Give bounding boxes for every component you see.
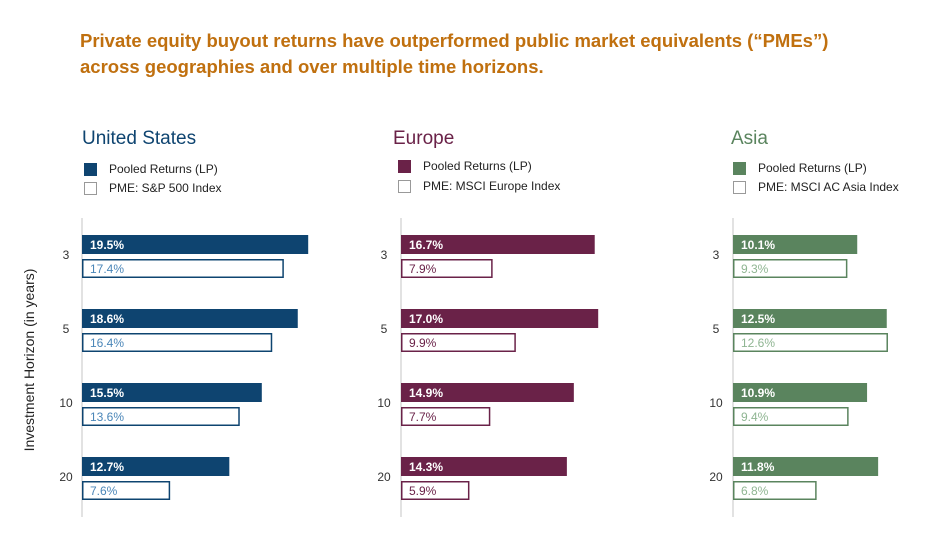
bar-pme [733, 407, 849, 426]
bar-pme [401, 333, 516, 352]
bar-pme [82, 407, 240, 426]
bar-lp [733, 235, 858, 254]
data-label-lp: 18.6% [90, 312, 124, 326]
data-label-pme: 9.9% [409, 336, 437, 350]
data-label-pme: 17.4% [90, 262, 124, 276]
y-tick-label: 5 [63, 322, 70, 336]
y-tick-label: 3 [63, 248, 70, 262]
data-label-pme: 7.6% [90, 484, 118, 498]
data-label-lp: 10.1% [741, 238, 775, 252]
legend-label: PME: MSCI AC Asia Index [758, 180, 899, 194]
legend-label: PME: MSCI Europe Index [423, 179, 561, 193]
legend-item-pme: PME: MSCI Europe Index [398, 179, 560, 193]
data-label-lp: 12.5% [741, 312, 775, 326]
data-label-lp: 10.9% [741, 386, 775, 400]
panel-title: United States [82, 128, 197, 149]
panel-title: Europe [393, 128, 455, 149]
panel-europe: Europe Pooled Returns (LP) PME: MSCI Eur… [393, 125, 673, 525]
bar-lp [82, 457, 230, 476]
legend-label: PME: S&P 500 Index [109, 181, 222, 195]
bar-pme [401, 481, 470, 500]
bar-pme [82, 259, 284, 278]
data-label-pme: 12.6% [741, 336, 775, 350]
bar-lp [401, 235, 595, 254]
y-tick-label: 20 [709, 470, 723, 484]
bar-pme [733, 481, 817, 500]
bar-lp [401, 383, 574, 402]
data-label-pme: 9.3% [741, 262, 769, 276]
bar-pme [82, 333, 273, 352]
y-tick-label: 5 [713, 322, 720, 336]
bar-pme [401, 259, 493, 278]
chart-headline: Private equity buyout returns have outpe… [80, 30, 829, 77]
data-label-lp: 14.3% [409, 460, 443, 474]
legend-swatch-pme [84, 181, 97, 195]
data-label-pme: 13.6% [90, 410, 124, 424]
data-label-pme: 5.9% [409, 484, 437, 498]
legend-swatch-lp [733, 161, 746, 175]
y-tick-label: 3 [381, 248, 388, 262]
legend-label: Pooled Returns (LP) [758, 161, 867, 175]
data-label-pme: 16.4% [90, 336, 124, 350]
legend-item-pme: PME: S&P 500 Index [84, 181, 222, 195]
legend-swatch-pme [733, 180, 746, 194]
data-label-pme: 7.9% [409, 262, 437, 276]
data-label-lp: 11.8% [741, 460, 775, 474]
bar-lp [733, 309, 887, 328]
bar-lp [82, 309, 298, 328]
data-label-pme: 9.4% [741, 410, 769, 424]
legend-item-lp: Pooled Returns (LP) [733, 161, 867, 175]
bar-pme [733, 333, 888, 352]
y-tick-label: 10 [377, 396, 391, 410]
legend-item-lp: Pooled Returns (LP) [84, 162, 218, 176]
y-tick-label: 10 [709, 396, 723, 410]
y-tick-label: 3 [713, 248, 720, 262]
data-label-lp: 16.7% [409, 238, 443, 252]
y-tick-label: 20 [59, 470, 73, 484]
legend-label: Pooled Returns (LP) [109, 162, 218, 176]
legend-swatch-lp [84, 162, 97, 176]
bar-lp [82, 383, 262, 402]
y-tick-label: 20 [377, 470, 391, 484]
data-label-lp: 12.7% [90, 460, 124, 474]
legend-swatch-lp [398, 159, 411, 173]
y-tick-label: 10 [59, 396, 73, 410]
panel-united-states: United States Pooled Returns (LP) PME: S… [82, 125, 362, 525]
bar-lp [401, 309, 599, 328]
panel-asia: Asia Pooled Returns (LP) PME: MSCI AC As… [731, 125, 941, 525]
bar-lp [733, 383, 868, 402]
bar-pme [401, 407, 491, 426]
panel-title: Asia [731, 128, 768, 149]
bar-pme [733, 259, 848, 278]
y-tick-label: 5 [381, 322, 388, 336]
bar-lp [733, 457, 879, 476]
legend-item-pme: PME: MSCI AC Asia Index [733, 180, 899, 194]
data-label-pme: 6.8% [741, 484, 769, 498]
legend-item-lp: Pooled Returns (LP) [398, 159, 532, 173]
data-label-lp: 14.9% [409, 386, 443, 400]
data-label-lp: 17.0% [409, 312, 443, 326]
data-label-lp: 19.5% [90, 238, 124, 252]
data-label-lp: 15.5% [90, 386, 124, 400]
legend-swatch-pme [398, 179, 411, 193]
legend-label: Pooled Returns (LP) [423, 159, 532, 173]
bar-lp [82, 235, 309, 254]
bar-lp [401, 457, 567, 476]
data-label-pme: 7.7% [409, 410, 437, 424]
bar-pme [82, 481, 171, 500]
